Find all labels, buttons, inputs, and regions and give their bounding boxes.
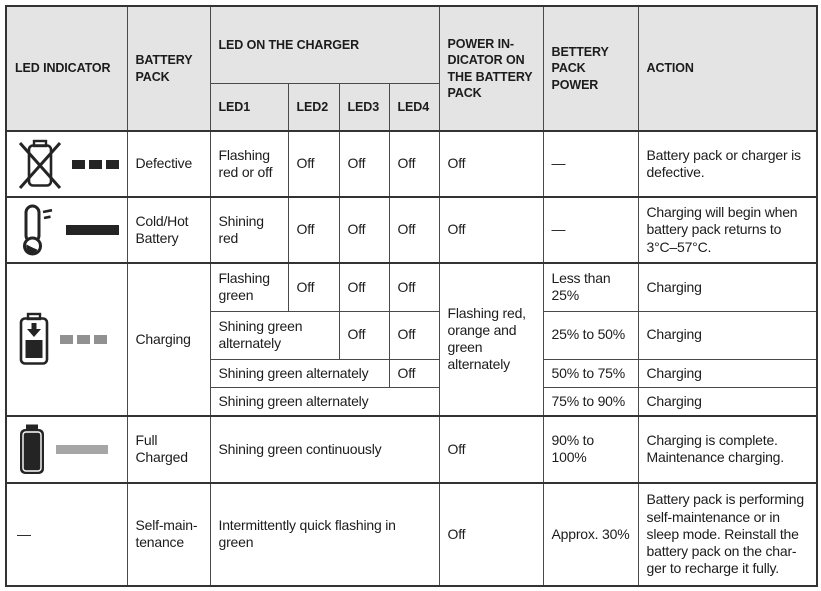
row-self-maintenance: — Self-main-tenance Intermittently quick…: [5, 481, 818, 587]
col-header-power-indicator: POWER IN-DICATOR ON THE BATTERY PACK: [438, 5, 544, 132]
self-maintenance-action-cell: Battery pack is performing self-maintena…: [637, 481, 818, 587]
charging3-action-cell: Charging: [637, 358, 818, 388]
col-header-led1: LED1: [209, 82, 289, 132]
full-battery-icon: [17, 423, 47, 476]
cold-hot-action-cell: Charging will begin when battery pack re…: [637, 196, 818, 264]
led-indicator-table: LED INDICATOR BATTERY PACK LED ON THE CH…: [5, 5, 819, 587]
charging1-led1-cell: Flashing green: [209, 262, 289, 312]
header-row-leds: LED1 LED2 LED3 LED4: [6, 82, 817, 132]
col-header-led-on-charger: LED ON THE CHARGER: [209, 5, 440, 84]
full-charged-power-indicator-cell: Off: [438, 414, 544, 484]
charging4-action-cell: Charging: [637, 386, 818, 417]
col-header-led3: LED3: [338, 82, 390, 132]
row-defective: Defective Flashing red or off Off Off Of…: [5, 130, 818, 198]
charging2-battery-power-cell: 25% to 50%: [542, 310, 639, 360]
cold-hot-power-indicator-cell: Off: [438, 196, 544, 264]
cold-hot-battery-pack-cell: Cold/Hot Battery: [126, 196, 211, 264]
charging3-battery-power-cell: 50% to 75%: [542, 358, 639, 388]
cold-hot-indicator-cell: [5, 196, 128, 264]
row-charging-2: Shining green alternately Off Off 25% to…: [6, 310, 818, 360]
row-charging-3: Shining green alternately Off 50% to 75%…: [6, 358, 818, 388]
charging4-led1-4-cell: Shining green alternately: [209, 386, 440, 417]
charging3-led1-3-cell: Shining green alternately: [209, 358, 390, 388]
full-charged-indicator-cell: [5, 414, 128, 484]
battery-charger-led-table: LED INDICATOR BATTERY PACK LED ON THE CH…: [5, 5, 819, 587]
charging-battery-icon: [17, 312, 51, 366]
row-charging-4: Shining green alternately 75% to 90% Cha…: [6, 386, 818, 417]
cold-hot-led1-cell: Shining red: [209, 196, 289, 264]
charging1-battery-power-cell: Less than 25%: [542, 262, 639, 312]
row-charging-1: Charging Flashing green Off Off Off Flas…: [5, 262, 818, 417]
charging1-led4-cell: Off: [388, 262, 440, 312]
col-header-battery-pack-power: BETTERY PACK POWER: [542, 5, 639, 132]
defective-led2-cell: Off: [287, 130, 340, 198]
defective-power-indicator-cell: Off: [438, 130, 544, 198]
charging2-led3-cell: Off: [338, 310, 390, 360]
charging-power-indicator-cell: Flashing red, orange and green alternate…: [438, 262, 544, 417]
cold-hot-battery-power-cell: —: [542, 196, 639, 264]
cold-hot-led2-cell: Off: [287, 196, 340, 264]
col-header-led2: LED2: [287, 82, 340, 132]
self-maintenance-battery-pack-cell: Self-main-tenance: [126, 481, 211, 587]
defective-battery-power-cell: —: [542, 130, 639, 198]
charging2-action-cell: Charging: [637, 310, 818, 360]
charging2-led1-2-cell: Shining green alternately: [209, 310, 340, 360]
self-maintenance-led-all-cell: Intermittently quick flashing in green: [209, 481, 440, 587]
defective-led3-cell: Off: [338, 130, 390, 198]
charging-battery-pack-cell: Charging: [126, 262, 211, 417]
led-bar-dark-icon: [66, 225, 119, 235]
cold-hot-led3-cell: Off: [338, 196, 390, 264]
defective-battery-icon: [17, 139, 63, 189]
col-header-action: ACTION: [637, 5, 818, 132]
col-header-led4: LED4: [388, 82, 440, 132]
defective-action-cell: Battery pack or charger is defective.: [637, 130, 818, 198]
led-bar-gray-icon: [56, 444, 108, 454]
self-maintenance-indicator-cell: —: [5, 481, 128, 587]
defective-battery-pack-cell: Defective: [126, 130, 211, 198]
charging1-led2-cell: Off: [287, 262, 340, 312]
col-header-led-indicator: LED INDICATOR: [5, 5, 128, 132]
led-dashes-gray-icon: [60, 334, 107, 344]
charging4-battery-power-cell: 75% to 90%: [542, 386, 639, 417]
row-cold-hot: Cold/Hot Battery Shining red Off Off Off…: [5, 196, 818, 264]
charging-indicator-cell: [5, 262, 128, 417]
defective-led4-cell: Off: [388, 130, 440, 198]
defective-led1-cell: Flashing red or off: [209, 130, 289, 198]
charging1-action-cell: Charging: [637, 262, 818, 312]
charging1-led3-cell: Off: [338, 262, 390, 312]
full-charged-battery-power-cell: 90% to 100%: [542, 414, 639, 484]
full-charged-action-cell: Charging is complete. Maintenance chargi…: [637, 414, 818, 484]
defective-indicator-cell: [5, 130, 128, 198]
cold-hot-led4-cell: Off: [388, 196, 440, 264]
thermometer-icon: [17, 204, 57, 256]
led-dashes-dark-icon: [72, 159, 119, 169]
full-charged-led-all-cell: Shining green continuously: [209, 414, 440, 484]
charging3-led4-cell: Off: [388, 358, 440, 388]
self-maintenance-battery-power-cell: Approx. 30%: [542, 481, 639, 587]
self-maintenance-power-indicator-cell: Off: [438, 481, 544, 587]
col-header-battery-pack: BATTERY PACK: [126, 5, 211, 132]
row-full-charged: Full Charged Shining green continuously …: [5, 414, 818, 484]
header-row-top: LED INDICATOR BATTERY PACK LED ON THE CH…: [5, 5, 818, 132]
full-charged-battery-pack-cell: Full Charged: [126, 414, 211, 484]
charging2-led4-cell: Off: [388, 310, 440, 360]
